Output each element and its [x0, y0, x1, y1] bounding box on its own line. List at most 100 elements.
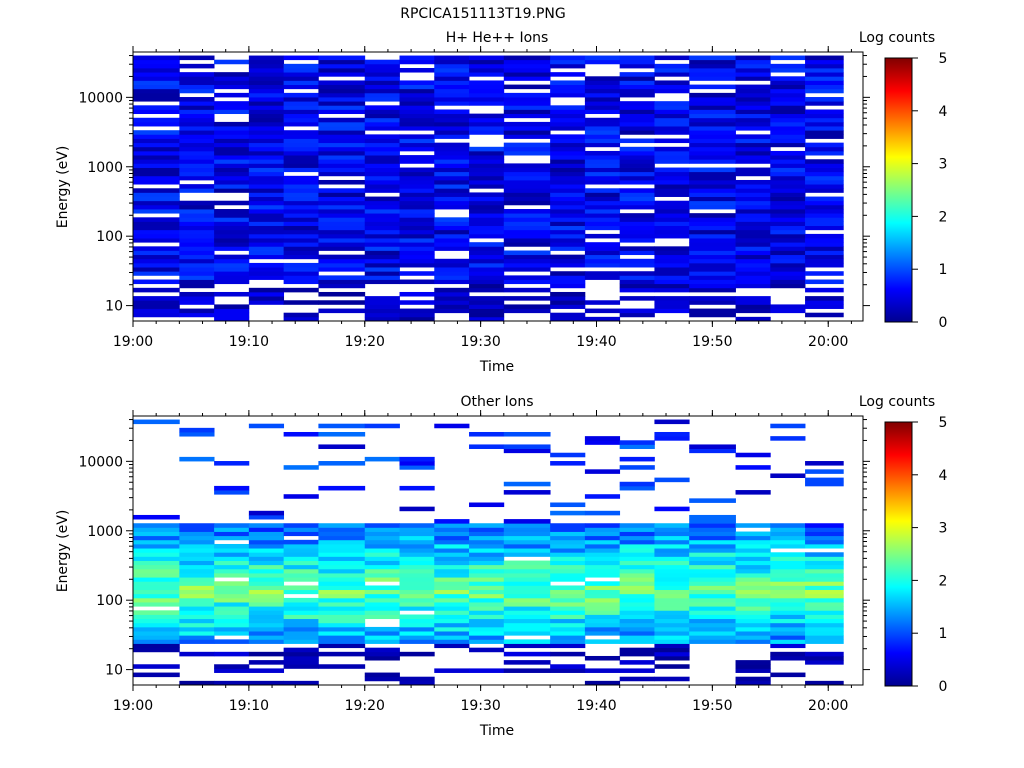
- heatmap-cell: [805, 88, 844, 94]
- heatmap-cell: [248, 242, 285, 247]
- heatmap-cell: [770, 262, 806, 268]
- heatmap-cell: [364, 568, 400, 574]
- heatmap-cell: [399, 88, 435, 94]
- heatmap-cell: [469, 639, 505, 644]
- heatmap-cell: [619, 593, 655, 599]
- heatmap-cell: [214, 485, 250, 491]
- heatmap-cell: [214, 548, 250, 553]
- heatmap-cell: [434, 585, 470, 591]
- heatmap-cell: [318, 585, 366, 591]
- heatmap-cell: [399, 631, 435, 636]
- heatmap-cell: [469, 229, 505, 235]
- heatmap-cell: [689, 105, 736, 110]
- heatmap-cell: [364, 179, 400, 185]
- heatmap-cell: [179, 175, 215, 181]
- heatmap-cell: [735, 585, 771, 591]
- heatmap-cell: [399, 485, 435, 491]
- heatmap-cell: [318, 92, 366, 98]
- heatmap-cell: [248, 548, 285, 553]
- heatmap-cell: [503, 568, 551, 574]
- heatmap-cell: [550, 142, 586, 148]
- heatmap-cell: [469, 72, 505, 77]
- heatmap-cell: [550, 502, 586, 508]
- x-tick-label: 19:30: [460, 334, 500, 350]
- heatmap-cell: [503, 481, 551, 487]
- heatmap-cell: [503, 258, 551, 264]
- heatmap-cell: [550, 246, 586, 251]
- heatmap-cell: [214, 242, 250, 247]
- heatmap-cell: [179, 626, 215, 632]
- heatmap-cell: [805, 539, 844, 545]
- heatmap-cell: [179, 427, 215, 433]
- heatmap-cell: [248, 155, 285, 160]
- heatmap-cell: [364, 184, 400, 189]
- heatmap-cell: [805, 175, 844, 181]
- heatmap-cell: [318, 606, 366, 611]
- heatmap-cell: [689, 271, 736, 276]
- heatmap-cell: [654, 647, 690, 653]
- heatmap-cell: [469, 275, 505, 280]
- heatmap-cell: [434, 163, 470, 168]
- heatmap-cell: [248, 573, 285, 578]
- heatmap-cell: [318, 664, 366, 669]
- heatmap-cell: [689, 597, 736, 603]
- heatmap-cell: [214, 159, 250, 164]
- heatmap-cell: [689, 519, 736, 524]
- heatmap-cell: [364, 229, 400, 235]
- heatmap-cell: [469, 531, 505, 537]
- heatmap-cell: [584, 494, 621, 499]
- heatmap-cell: [550, 635, 586, 640]
- heatmap-cell: [248, 296, 285, 301]
- heatmap-cell: [619, 606, 655, 611]
- heatmap-cell: [179, 535, 215, 541]
- heatmap-cell: [584, 204, 621, 210]
- heatmap-cell: [283, 225, 319, 231]
- heatmap-cell: [735, 126, 771, 131]
- heatmap-cell: [318, 279, 366, 285]
- heatmap-cell: [133, 72, 180, 77]
- colorbar-tick-label: 2: [939, 209, 948, 225]
- heatmap-cell: [689, 121, 736, 127]
- heatmap-cell: [503, 200, 551, 206]
- heatmap-cell: [469, 577, 505, 582]
- heatmap-cell: [399, 626, 435, 632]
- heatmap-cell: [654, 258, 690, 264]
- heatmap-cell: [469, 593, 505, 599]
- heatmap-cell: [619, 113, 655, 119]
- heatmap-cell: [214, 130, 250, 135]
- heatmap-cell: [133, 196, 180, 202]
- heatmap-cell: [399, 548, 435, 553]
- heatmap-cell: [469, 267, 505, 272]
- heatmap-cell: [469, 225, 505, 231]
- heatmap-cell: [399, 556, 435, 561]
- heatmap-cell: [619, 204, 655, 210]
- heatmap-cell: [214, 155, 250, 160]
- heatmap-cell: [364, 138, 400, 144]
- heatmap-cell: [550, 304, 586, 309]
- heatmap-cell: [469, 84, 505, 90]
- heatmap-cell: [619, 92, 655, 98]
- heatmap-cell: [735, 664, 771, 669]
- heatmap-cell: [318, 527, 366, 532]
- heatmap-cell: [364, 67, 400, 73]
- heatmap-cell: [434, 279, 470, 285]
- heatmap-cell: [550, 556, 586, 561]
- heatmap-cell: [805, 246, 844, 251]
- heatmap-cell: [179, 159, 215, 164]
- heatmap-cell: [248, 589, 285, 595]
- heatmap-cell: [133, 171, 180, 177]
- heatmap-cell: [283, 267, 319, 272]
- heatmap-cell: [248, 593, 285, 599]
- heatmap-cell: [434, 631, 470, 636]
- heatmap-cell: [133, 626, 180, 632]
- heatmap-cell: [133, 527, 180, 532]
- heatmap-cell: [179, 97, 215, 102]
- heatmap-cell: [364, 267, 400, 272]
- heatmap-cell: [735, 159, 771, 164]
- heatmap-cell: [503, 167, 551, 173]
- heatmap-cell: [179, 456, 215, 462]
- heatmap-cell: [248, 564, 285, 570]
- heatmap-cell: [770, 622, 806, 628]
- heatmap-cell: [584, 568, 621, 574]
